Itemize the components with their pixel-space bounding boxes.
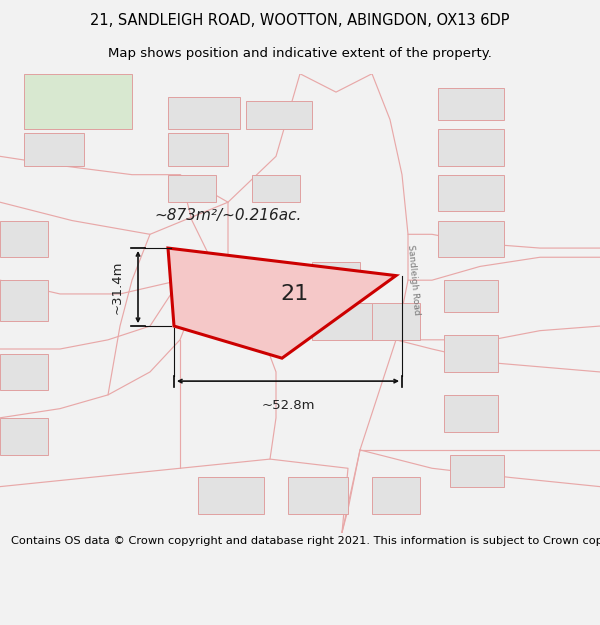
Text: 21, SANDLEIGH ROAD, WOOTTON, ABINGDON, OX13 6DP: 21, SANDLEIGH ROAD, WOOTTON, ABINGDON, O… xyxy=(90,13,510,28)
Polygon shape xyxy=(312,262,360,294)
Polygon shape xyxy=(168,133,228,166)
Polygon shape xyxy=(372,478,420,514)
Polygon shape xyxy=(0,354,48,390)
Polygon shape xyxy=(24,92,96,129)
Text: Map shows position and indicative extent of the property.: Map shows position and indicative extent… xyxy=(108,47,492,59)
Text: 21: 21 xyxy=(280,284,308,304)
Polygon shape xyxy=(450,454,504,487)
Polygon shape xyxy=(444,395,498,432)
Polygon shape xyxy=(444,280,498,312)
Polygon shape xyxy=(312,303,372,340)
Polygon shape xyxy=(168,97,240,129)
Polygon shape xyxy=(438,129,504,166)
Text: ~52.8m: ~52.8m xyxy=(261,399,315,412)
Polygon shape xyxy=(0,221,48,258)
Polygon shape xyxy=(168,248,396,358)
Text: Contains OS data © Crown copyright and database right 2021. This information is : Contains OS data © Crown copyright and d… xyxy=(11,536,600,546)
Polygon shape xyxy=(246,101,312,129)
Polygon shape xyxy=(438,221,504,258)
Polygon shape xyxy=(288,478,348,514)
Polygon shape xyxy=(438,174,504,211)
Text: ~31.4m: ~31.4m xyxy=(110,261,124,314)
Polygon shape xyxy=(444,335,498,372)
Polygon shape xyxy=(168,174,216,203)
Text: Sandleigh Road: Sandleigh Road xyxy=(406,244,422,316)
Polygon shape xyxy=(438,88,504,119)
Polygon shape xyxy=(0,280,48,321)
Polygon shape xyxy=(372,303,420,340)
Text: ~873m²/~0.216ac.: ~873m²/~0.216ac. xyxy=(154,209,302,224)
Polygon shape xyxy=(252,174,300,203)
Polygon shape xyxy=(24,74,132,129)
Polygon shape xyxy=(24,133,84,166)
Polygon shape xyxy=(198,478,264,514)
Polygon shape xyxy=(0,418,48,454)
